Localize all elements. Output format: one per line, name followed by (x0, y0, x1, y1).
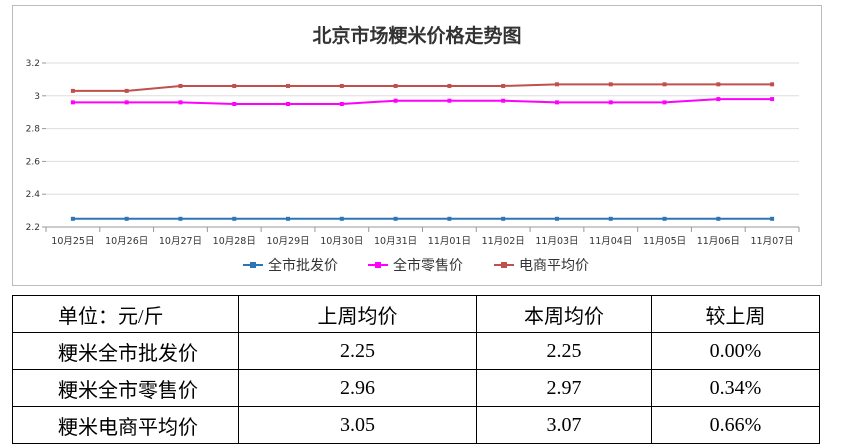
x-tick-label: 10月30日 (320, 236, 363, 247)
cell: 0.00% (651, 332, 820, 370)
point (124, 88, 129, 93)
legend-marker (375, 262, 381, 268)
x-tick-label: 11月03日 (535, 236, 578, 247)
y-tick-label: 3.2 (26, 59, 40, 69)
x-tick-label: 11月02日 (482, 236, 525, 247)
x-tick-label: 10月28日 (213, 236, 256, 247)
point (608, 82, 613, 87)
cell: 3.05 (238, 406, 477, 444)
point (393, 98, 398, 103)
point (716, 82, 721, 87)
chart: 北京市场粳米价格走势图 2.2 2.4 2.6 2.8 3 3.2 10月25日 10月26日… (26, 24, 800, 274)
point (339, 83, 344, 88)
y-tick-label: 2.6 (26, 157, 41, 167)
legend-label: 全市批发价 (268, 257, 338, 274)
point (286, 216, 291, 221)
legend-marker (501, 262, 507, 268)
legend-label: 电商平均价 (519, 258, 589, 274)
cell: 0.66% (651, 406, 820, 444)
chart-frame: 北京市场粳米价格走势图 2.2 2.4 2.6 2.8 3 3.2 10月25日 10月26日… (12, 5, 822, 286)
point (501, 98, 506, 103)
point (178, 100, 183, 105)
cell: 粳米全市批发价 (12, 332, 239, 370)
point (124, 216, 129, 221)
y-tick-label: 2.2 (26, 223, 40, 233)
x-tick-label: 10月29日 (266, 236, 309, 247)
point (608, 100, 613, 105)
point (447, 98, 452, 103)
table-header: 单位：元/斤 上周均价 本周均价 较上周 (12, 295, 820, 333)
point (286, 102, 291, 106)
price-table: 单位：元/斤 上周均价 本周均价 较上周 粳米全市批发价 2.25 2.25 0… (12, 295, 820, 444)
cell: 2.25 (476, 332, 652, 370)
series-line (72, 83, 773, 92)
y-tick-label: 2.8 (26, 125, 41, 135)
cell: 粳米全市零售价 (12, 369, 239, 407)
point (662, 216, 667, 221)
point (662, 82, 667, 87)
point (178, 83, 183, 88)
point (447, 83, 452, 88)
point (662, 100, 667, 105)
header-cell: 本周均价 (476, 295, 652, 333)
point (232, 83, 237, 88)
point (770, 97, 775, 102)
point (447, 216, 452, 221)
x-tick-label: 11月05日 (643, 236, 686, 247)
table-row: 粳米全市零售价 2.96 2.97 0.34% (12, 369, 820, 407)
cell: 粳米电商平均价 (12, 406, 239, 444)
point (70, 216, 75, 221)
x-tick-label: 11月06日 (697, 236, 740, 247)
series-line (72, 98, 773, 105)
point (70, 88, 75, 93)
x-tick-label: 11月01日 (428, 236, 471, 247)
table-row: 粳米电商平均价 3.05 3.07 0.66% (12, 406, 820, 444)
point (232, 102, 237, 106)
cell: 2.96 (238, 369, 477, 407)
point (554, 82, 559, 87)
point (124, 100, 129, 105)
cell: 2.25 (238, 332, 477, 370)
cell: 3.07 (476, 406, 652, 444)
cell: 2.97 (476, 369, 652, 407)
point (286, 83, 291, 88)
point (232, 216, 237, 221)
point (608, 216, 613, 221)
point (393, 216, 398, 221)
point (393, 83, 398, 88)
point (716, 97, 721, 102)
header-cell: 单位：元/斤 (12, 295, 239, 333)
x-tick-label: 10月25日 (51, 236, 94, 247)
point (178, 216, 183, 221)
point (501, 216, 506, 221)
point (339, 102, 344, 106)
point (501, 83, 506, 88)
cell: 0.34% (651, 369, 820, 407)
x-tick-label: 10月27日 (159, 236, 202, 247)
x-tick-label: 10月26日 (105, 236, 148, 247)
legend-marker (250, 262, 256, 268)
x-tick-label: 11月07日 (751, 236, 794, 247)
chart-title: 北京市场粳米价格走势图 (312, 24, 521, 47)
table-row: 粳米全市批发价 2.25 2.25 0.00% (12, 332, 820, 370)
point (770, 82, 775, 87)
point (554, 100, 559, 105)
y-tick-label: 2.4 (26, 190, 41, 200)
x-tick-label: 11月04日 (589, 236, 632, 247)
point (554, 216, 559, 221)
point (339, 216, 344, 221)
point (70, 100, 75, 105)
point (770, 216, 775, 221)
header-cell: 较上周 (651, 295, 820, 333)
legend-label: 全市零售价 (393, 257, 463, 274)
y-tick-label: 3 (34, 92, 40, 102)
x-tick-label: 10月31日 (374, 236, 417, 247)
header-cell: 上周均价 (238, 295, 477, 333)
point (716, 216, 721, 221)
